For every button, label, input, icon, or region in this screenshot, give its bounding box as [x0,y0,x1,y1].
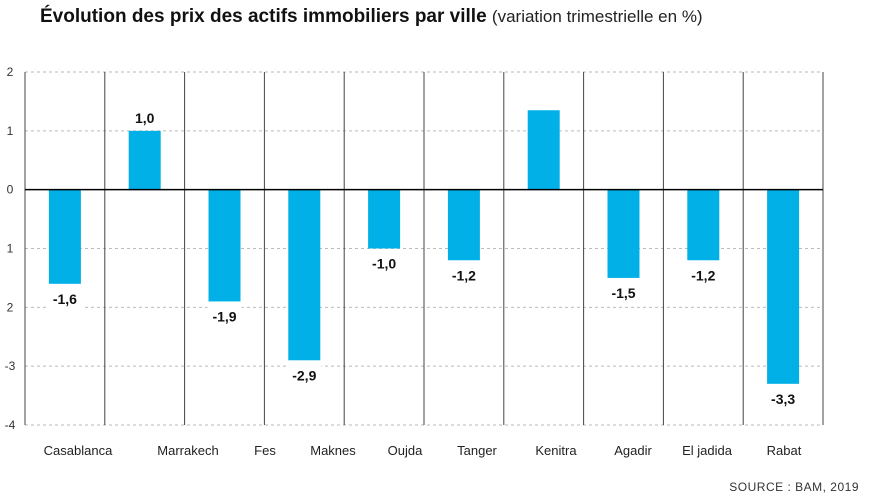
chart-title-main: Évolution des prix des actifs immobilier… [40,6,487,27]
data-label: 1,0 [135,110,155,126]
data-label-bg [367,253,402,274]
y-tick-label: 1 [7,124,14,138]
y-tick-label: -4 [5,418,16,432]
x-tick-label: Marrakech [157,443,218,458]
x-tick-label: Agadir [614,443,652,458]
data-label-bg [127,107,162,128]
y-tick-label: 0 [7,183,14,197]
data-label: -2,9 [292,367,316,383]
bar [128,130,161,190]
data-label-bg [606,282,641,303]
x-tick-label: Maknes [310,443,356,458]
bar [48,189,81,284]
x-tick-label: Oujda [388,443,423,458]
bar [607,189,640,278]
x-tick-label: El jadida [682,443,733,458]
data-label: -1,2 [452,267,476,283]
bar [288,189,321,361]
data-label-bg [207,306,242,327]
x-tick-label: Fes [254,443,276,458]
data-label: -3,3 [771,391,795,407]
x-tick-label: Casablanca [44,443,113,458]
bar [208,189,241,302]
data-label-bg [47,288,82,309]
bar [368,189,401,249]
data-label-bg [446,265,481,286]
data-label-bg [766,388,801,409]
chart-subtitle: (variation trimestrielle en %) [491,7,703,26]
chart-source: SOURCE : BAM, 2019 [729,480,859,494]
y-tick-label: 2 [7,65,14,79]
data-label-bg [287,365,322,386]
y-tick-label: -3 [5,359,16,373]
bar-chart: 2 1 0 1 2 -3 -4 -1,6 1,0 -1,9 -2,9 -1,0 -1,2 -1,5 -1,2… [5,65,824,458]
data-label-bg [686,265,721,286]
data-label: -1,9 [212,308,236,324]
bar [447,189,480,261]
y-tick-label: 2 [7,300,14,314]
bar [527,110,560,190]
bar [687,189,720,261]
x-tick-label: Tanger [457,443,497,458]
bar [767,189,800,384]
y-tick-label: 1 [7,242,14,256]
data-label: -1,0 [372,256,396,272]
x-tick-label: Rabat [767,443,802,458]
data-label: -1,5 [611,285,635,301]
x-tick-label: Kenitra [535,443,577,458]
data-label: -1,2 [691,267,715,283]
chart-title: Évolution des prix des actifs immobilier… [40,6,703,28]
data-label: -1,6 [53,291,77,307]
